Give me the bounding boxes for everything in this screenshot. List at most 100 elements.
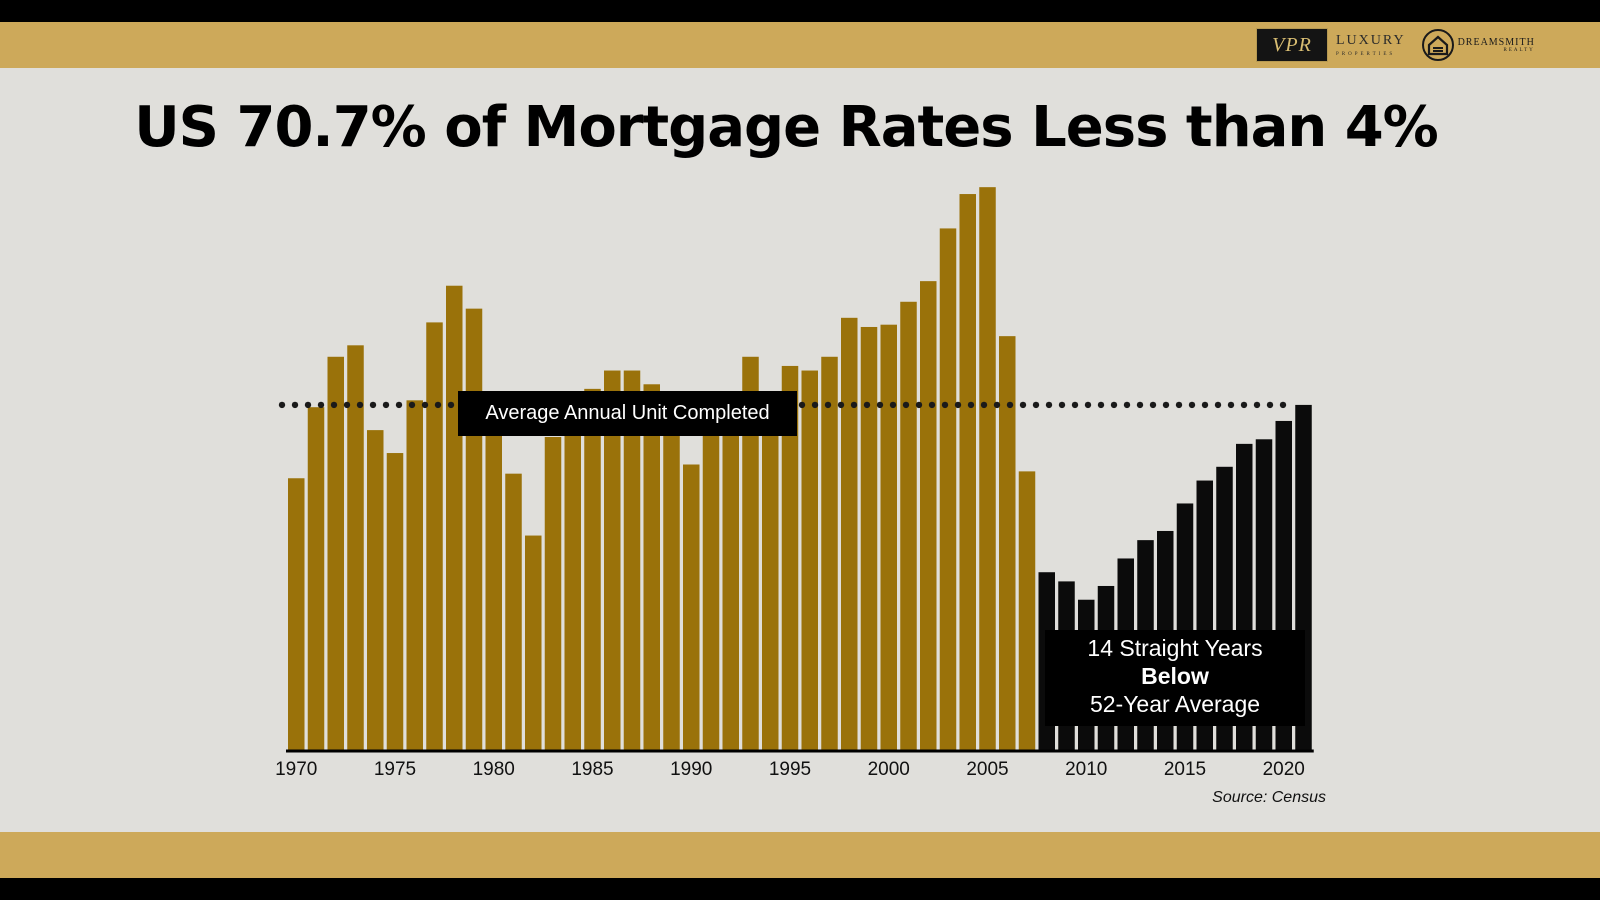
chart-panel: [0, 68, 1600, 832]
x-tick-label: 2000: [868, 759, 910, 780]
x-tick-label: 1985: [571, 759, 613, 780]
average-dot: [1136, 401, 1144, 409]
vpr-logo: VPR: [1256, 28, 1328, 62]
average-label: Average Annual Unit Completed: [458, 391, 797, 436]
bar-1970: [288, 478, 305, 751]
average-dot: [941, 401, 949, 409]
bar-1999: [860, 326, 878, 751]
average-dot: [902, 401, 910, 409]
top-band: VPR LUXURY PROPERTIES DREAMSMITH REALTY: [0, 22, 1600, 68]
bar-1975: [386, 453, 404, 751]
bar-1990: [683, 464, 700, 751]
bar-2006: [999, 336, 1016, 751]
bar-1980: [485, 407, 502, 751]
average-dot: [330, 401, 338, 409]
x-tick-label: 2005: [966, 759, 1008, 780]
bar-1971: [307, 407, 325, 751]
x-tick-label: 1980: [473, 759, 515, 780]
bar-1974: [367, 430, 384, 751]
average-dot: [915, 401, 923, 409]
x-tick-label: 2015: [1164, 759, 1206, 780]
average-dot: [434, 401, 442, 409]
bar-1973: [347, 345, 364, 751]
average-dot: [1071, 401, 1079, 409]
bar-1997: [821, 356, 838, 751]
average-dot: [837, 401, 845, 409]
bar-1972: [327, 356, 344, 751]
average-dot: [447, 401, 455, 409]
x-tick-label: 1975: [374, 759, 416, 780]
average-dot: [1266, 401, 1274, 409]
bar-1989: [663, 407, 680, 751]
x-tick-label: 1970: [275, 759, 317, 780]
bar-1991: [702, 407, 720, 751]
bar-1994: [762, 407, 779, 751]
average-dot: [395, 401, 403, 409]
bar-1987: [623, 370, 641, 751]
average-dot: [876, 401, 884, 409]
bar-1981: [505, 473, 522, 751]
x-tick-label: 2010: [1065, 759, 1107, 780]
bar-2005: [979, 187, 996, 752]
average-dot: [421, 401, 429, 409]
average-dot: [304, 401, 312, 409]
page-title: US 70.7% of Mortgage Rates Less than 4%: [134, 95, 1439, 160]
bar-1976: [406, 400, 423, 751]
average-dot: [1240, 401, 1248, 409]
x-tick-label: 1990: [670, 759, 712, 780]
bar-2004: [959, 194, 976, 751]
average-dot: [811, 401, 819, 409]
bar-1979: [465, 308, 483, 751]
bar-1978: [446, 285, 463, 751]
bottom-band: [0, 832, 1600, 878]
average-dot: [967, 401, 975, 409]
house-icon: [1421, 29, 1454, 61]
average-dot: [1253, 401, 1261, 409]
average-dot: [1123, 401, 1131, 409]
callout-line-1: 14 Straight Years: [1087, 635, 1263, 661]
dreamsmith-text: DREAMSMITH: [1457, 36, 1535, 48]
average-dot: [408, 401, 416, 409]
average-dot: [1058, 401, 1066, 409]
bar-2000: [880, 324, 897, 751]
bar-1985: [584, 388, 601, 751]
bar-2001: [900, 301, 917, 751]
average-dot: [1149, 401, 1157, 409]
x-axis-ticks: 1970 1975 1980 1985 1990 1995 2000 2005 2010 2015…: [275, 759, 1305, 780]
vpr-logo-text: VPR: [1272, 33, 1312, 56]
bar-2003: [939, 228, 957, 751]
luxury-text: LUXURY: [1336, 32, 1406, 48]
brand-logos: VPR LUXURY PROPERTIES DREAMSMITH REALTY: [1256, 27, 1535, 63]
dreamsmith-sub-text: REALTY: [1503, 47, 1535, 53]
average-dot: [954, 401, 962, 409]
average-dot: [278, 401, 286, 409]
average-dot: [1084, 401, 1092, 409]
average-dot: [1006, 401, 1014, 409]
bar-1977: [426, 322, 443, 751]
bar-1993: [742, 356, 759, 751]
average-dot: [317, 401, 325, 409]
x-tick-label: 2020: [1263, 759, 1305, 780]
average-dot: [1201, 401, 1209, 409]
average-dot: [980, 401, 988, 409]
average-dot: [889, 401, 897, 409]
average-dot: [1162, 401, 1170, 409]
bar-1984: [564, 407, 581, 751]
average-dot: [1032, 401, 1040, 409]
average-dot: [1045, 401, 1053, 409]
average-dot: [343, 401, 351, 409]
bar-1986: [604, 370, 621, 751]
bar-2002: [920, 281, 937, 751]
average-dot: [356, 401, 364, 409]
bar-1992: [722, 407, 739, 751]
below-average-callout: 14 Straight Years Below 52-Year Average: [1045, 630, 1305, 726]
average-dot: [824, 401, 832, 409]
bar-1996: [801, 370, 818, 751]
average-dot: [1227, 401, 1235, 409]
average-dot: [993, 401, 1001, 409]
bar-1998: [841, 317, 858, 751]
source-note: Source: Census: [1212, 789, 1326, 806]
dreamsmith-logo: DREAMSMITH REALTY: [1420, 27, 1535, 63]
x-tick-label: 1995: [769, 759, 811, 780]
